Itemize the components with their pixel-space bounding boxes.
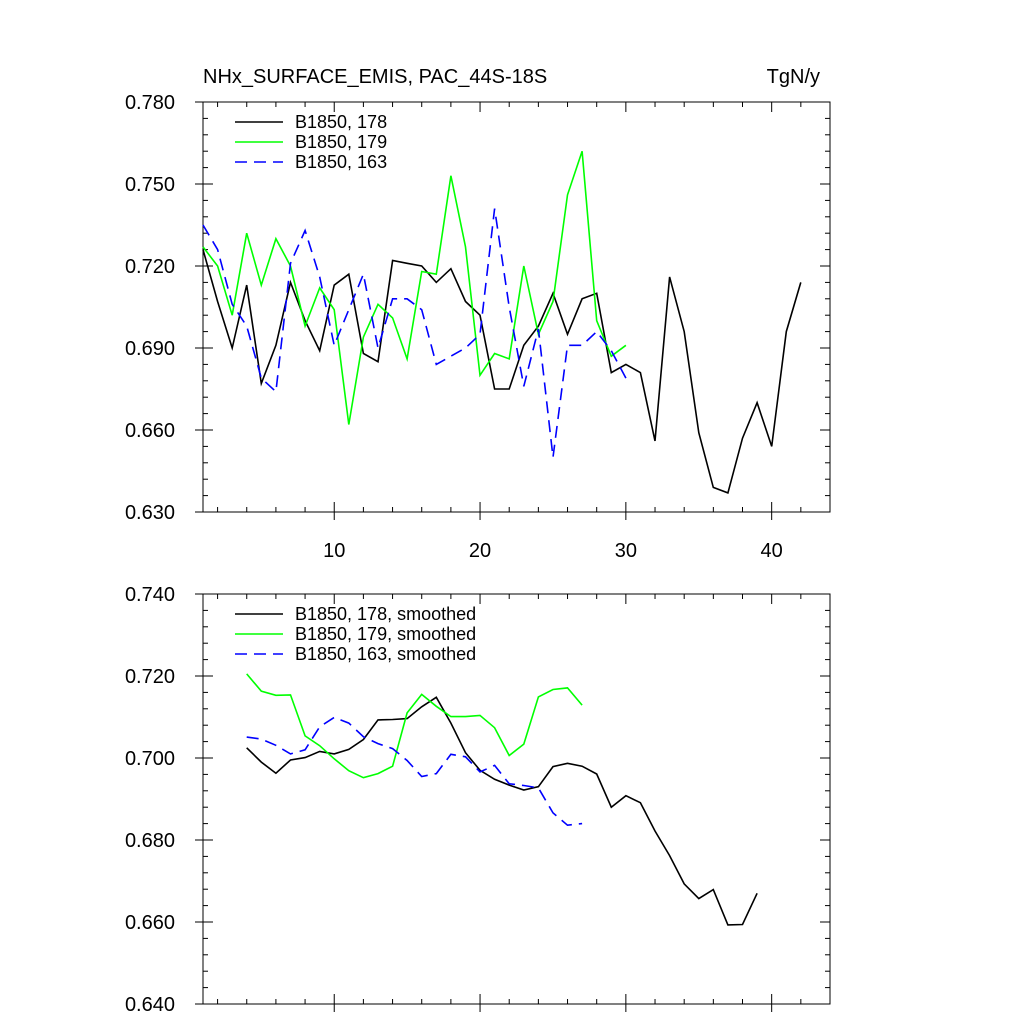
legend-label-1: B1850, 179, smoothed xyxy=(295,624,476,644)
chart-units: TgN/y xyxy=(767,66,820,88)
series-line-2 xyxy=(246,716,583,827)
y-tick-label: 0.720 xyxy=(125,256,175,278)
series-line-0 xyxy=(246,696,758,926)
series-line-1 xyxy=(202,150,627,425)
y-tick-label: 0.660 xyxy=(125,420,175,442)
y-tick-label: 0.640 xyxy=(125,994,175,1016)
chart-title: NHx_SURFACE_EMIS, PAC_44S-18S xyxy=(203,66,547,88)
legend-label-0: B1850, 178 xyxy=(295,112,387,132)
plot-frame xyxy=(202,593,831,1005)
legend-label-2: B1850, 163 xyxy=(295,152,387,172)
legend-label-0: B1850, 178, smoothed xyxy=(295,604,476,624)
top-chart: 0.630 0.660 0.690 0.720 0.750 0.780 10 20 30 40 B1… xyxy=(125,92,831,562)
series-line-0 xyxy=(202,249,802,494)
series-line-1 xyxy=(246,673,583,779)
plot-frame xyxy=(202,101,831,513)
x-tick-label: 30 xyxy=(615,540,637,562)
x-tick-label: 10 xyxy=(323,540,345,562)
y-tick-label: 0.740 xyxy=(125,584,175,606)
y-tick-label: 0.720 xyxy=(125,666,175,688)
y-tick-label: 0.750 xyxy=(125,174,175,196)
series-line-2 xyxy=(202,208,627,458)
x-tick-label: 40 xyxy=(761,540,783,562)
y-tick-label: 0.780 xyxy=(125,92,175,114)
y-tick-label: 0.660 xyxy=(125,912,175,934)
y-tick-label: 0.690 xyxy=(125,338,175,360)
y-tick-label: 0.630 xyxy=(125,502,175,524)
y-tick-label: 0.700 xyxy=(125,748,175,770)
legend-label-1: B1850, 179 xyxy=(295,132,387,152)
x-tick-label: 20 xyxy=(469,540,491,562)
legend-label-2: B1850, 163, smoothed xyxy=(295,644,476,664)
bottom-chart: 0.640 0.660 0.680 0.700 0.720 0.740 B1850, 178… xyxy=(125,584,831,1016)
y-tick-label: 0.680 xyxy=(125,830,175,852)
